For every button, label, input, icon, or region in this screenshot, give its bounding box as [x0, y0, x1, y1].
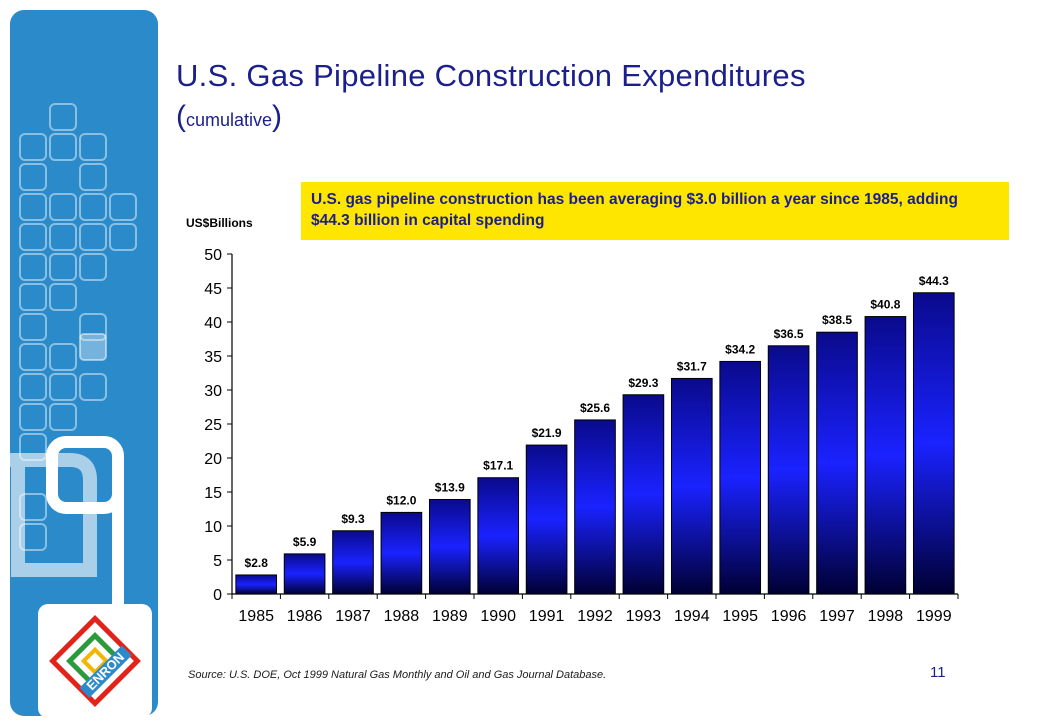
y-tick-label: 30 [204, 383, 222, 400]
y-axis-label: US$Billions [186, 216, 253, 230]
pattern-square [19, 253, 47, 281]
y-tick-label: 40 [204, 315, 222, 332]
pattern-square [19, 163, 47, 191]
x-tick-label-1992: 1992 [577, 608, 613, 625]
source-note: Source: U.S. DOE, Oct 1999 Natural Gas M… [188, 669, 607, 681]
x-tick-label-1995: 1995 [722, 608, 758, 625]
page-number: 11 [930, 664, 946, 681]
pattern-square [49, 283, 77, 311]
bar-1990 [477, 477, 520, 595]
pattern-square [19, 403, 47, 431]
data-label-1987: $9.3 [341, 512, 365, 526]
bar-1989 [428, 498, 471, 595]
bar-1994 [670, 377, 713, 595]
bar-1995 [719, 360, 762, 595]
x-tick-label-1989: 1989 [432, 608, 468, 625]
decorative-pattern [10, 103, 137, 604]
data-label-1998: $40.8 [870, 298, 900, 312]
pattern-square [19, 223, 47, 251]
bar-1987 [332, 530, 374, 595]
pattern-square [79, 163, 107, 191]
subtitle-text: cumulative [186, 110, 273, 130]
pattern-square [19, 343, 47, 371]
sidebar-panel: ENRON [10, 10, 158, 718]
data-label-1992: $25.6 [580, 401, 610, 415]
subtitle-close-paren: ) [272, 100, 283, 133]
bar-1996 [767, 345, 810, 595]
bar-1986 [283, 553, 326, 595]
pattern-square [19, 283, 47, 311]
x-tick-label-1991: 1991 [529, 608, 565, 625]
pattern-square [49, 223, 77, 251]
x-tick-label-1985: 1985 [238, 608, 274, 625]
data-label-1985: $2.8 [245, 556, 269, 570]
pattern-square [79, 313, 107, 341]
pattern-square [49, 103, 77, 131]
data-label-1989: $13.9 [435, 480, 465, 494]
pattern-square [79, 193, 107, 221]
pattern-square [49, 403, 77, 431]
pattern-square [79, 373, 107, 401]
page-subtitle: (cumulative) [176, 100, 282, 134]
pattern-square [49, 133, 77, 161]
y-tick-label: 10 [204, 519, 222, 536]
pattern-square [109, 223, 137, 251]
pattern-square [19, 313, 47, 341]
y-tick-label: 35 [204, 349, 222, 366]
data-label-1993: $29.3 [628, 376, 658, 390]
pattern-square [49, 253, 77, 281]
data-label-1995: $34.2 [725, 342, 755, 356]
data-label-1988: $12.0 [386, 493, 416, 507]
pattern-square [19, 133, 47, 161]
enron-logo: ENRON [38, 604, 152, 718]
x-tick-label-1987: 1987 [335, 608, 371, 625]
data-label-1997: $38.5 [822, 313, 852, 327]
pattern-square [79, 133, 107, 161]
pattern-square [19, 193, 47, 221]
subtitle-open-paren: ( [176, 100, 186, 133]
data-label-1996: $36.5 [774, 327, 804, 341]
pattern-square [19, 373, 47, 401]
bar-1993 [622, 394, 665, 595]
y-tick-label: 20 [204, 451, 222, 468]
x-tick-label-1986: 1986 [287, 608, 323, 625]
x-tick-label-1998: 1998 [868, 608, 904, 625]
x-tick-label-1999: 1999 [916, 608, 952, 625]
x-tick-label-1994: 1994 [674, 608, 710, 625]
pattern-square [79, 253, 107, 281]
data-label-1991: $21.9 [532, 426, 562, 440]
callout-box: U.S. gas pipeline construction has been … [301, 182, 1009, 240]
bar-1985 [235, 574, 278, 595]
bar-1992 [574, 419, 616, 595]
y-tick-label: 50 [204, 247, 222, 264]
y-tick-label: 25 [204, 417, 222, 434]
data-label-1986: $5.9 [293, 535, 317, 549]
bar-1988 [380, 511, 423, 595]
pattern-square [49, 343, 77, 371]
page-title: U.S. Gas Pipeline Construction Expenditu… [176, 58, 806, 93]
bar-1997 [816, 331, 858, 595]
bar-chart: 0 5 10 15 20 25 30 35 40 45 50 $2.8 1985 $5.9 1986 $9.… [204, 247, 959, 625]
pattern-square [79, 223, 107, 251]
x-tick-label-1997: 1997 [819, 608, 855, 625]
y-tick-label: 5 [213, 553, 222, 570]
pattern-square [109, 193, 137, 221]
data-label-1990: $17.1 [483, 459, 513, 473]
x-tick-label-1993: 1993 [626, 608, 662, 625]
x-tick-label-1988: 1988 [384, 608, 420, 625]
bar-1998 [864, 316, 907, 595]
pattern-square [49, 193, 77, 221]
pattern-square [49, 373, 77, 401]
bar-1991 [525, 444, 568, 595]
x-tick-label-1990: 1990 [480, 608, 516, 625]
y-tick-label: 15 [204, 485, 222, 502]
y-tick-label: 45 [204, 281, 222, 298]
data-label-1994: $31.7 [677, 359, 707, 373]
data-label-1999: $44.3 [919, 274, 949, 288]
x-tick-label-1996: 1996 [771, 608, 807, 625]
bar-1999 [912, 292, 955, 595]
y-tick-label: 0 [213, 587, 222, 604]
